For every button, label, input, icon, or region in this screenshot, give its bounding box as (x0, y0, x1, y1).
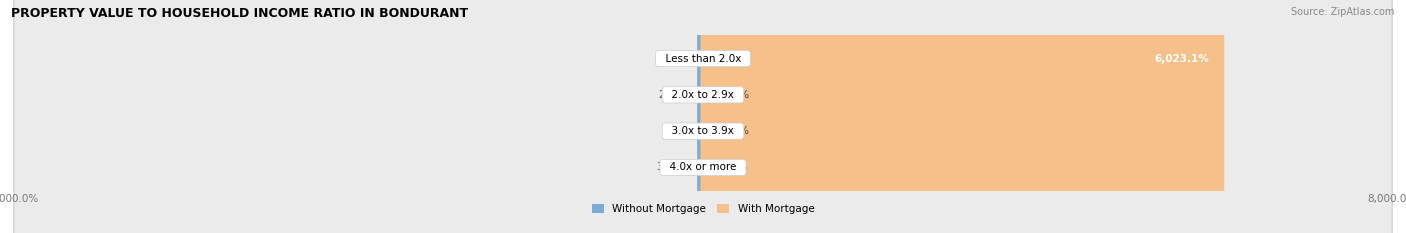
Text: 2.0x to 2.9x: 2.0x to 2.9x (665, 90, 741, 100)
FancyBboxPatch shape (697, 0, 706, 233)
Text: 16.6%: 16.6% (714, 162, 748, 172)
Text: PROPERTY VALUE TO HOUSEHOLD INCOME RATIO IN BONDURANT: PROPERTY VALUE TO HOUSEHOLD INCOME RATIO… (11, 7, 468, 20)
Text: 34.7%: 34.7% (657, 162, 690, 172)
FancyBboxPatch shape (700, 0, 706, 233)
Text: 36.1%: 36.1% (657, 54, 689, 64)
FancyBboxPatch shape (14, 0, 1392, 233)
FancyBboxPatch shape (700, 0, 709, 233)
Text: 36.4%: 36.4% (717, 90, 749, 100)
Text: 6,023.1%: 6,023.1% (1154, 54, 1209, 64)
Text: 21.0%: 21.0% (658, 90, 690, 100)
Text: Source: ZipAtlas.com: Source: ZipAtlas.com (1291, 7, 1395, 17)
FancyBboxPatch shape (14, 0, 1392, 233)
FancyBboxPatch shape (700, 0, 709, 233)
Text: Less than 2.0x: Less than 2.0x (658, 54, 748, 64)
FancyBboxPatch shape (14, 0, 1392, 233)
Text: 4.0x or more: 4.0x or more (664, 162, 742, 172)
FancyBboxPatch shape (700, 0, 707, 233)
Text: 33.0%: 33.0% (716, 126, 749, 136)
Text: 8.2%: 8.2% (665, 126, 692, 136)
Text: 3.0x to 3.9x: 3.0x to 3.9x (665, 126, 741, 136)
FancyBboxPatch shape (697, 0, 706, 233)
FancyBboxPatch shape (699, 0, 706, 233)
FancyBboxPatch shape (700, 0, 1225, 233)
FancyBboxPatch shape (14, 0, 1392, 233)
Legend: Without Mortgage, With Mortgage: Without Mortgage, With Mortgage (592, 204, 814, 214)
